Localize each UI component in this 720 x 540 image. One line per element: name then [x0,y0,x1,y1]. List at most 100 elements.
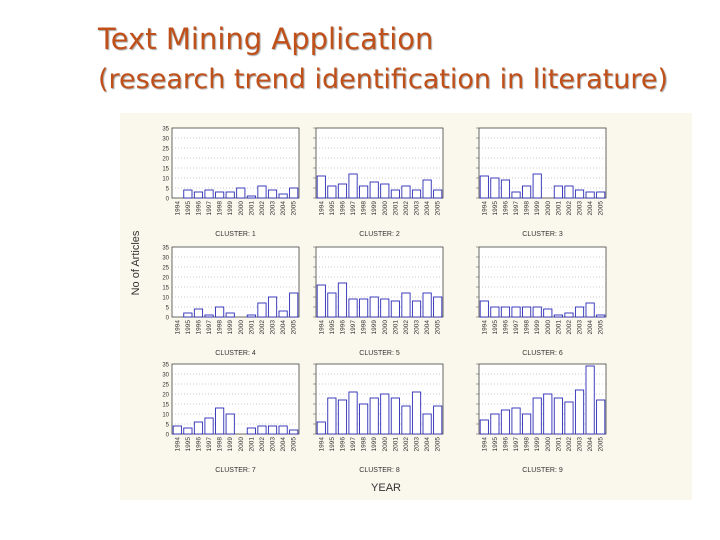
x-tick-label: 1996 [195,320,202,335]
bar-1999 [369,397,379,435]
y-tick-label: 35 [162,246,169,252]
x-tick-label: 1995 [185,437,192,452]
y-tick-label: 5 [166,423,170,429]
x-tick-label: 1995 [329,320,336,335]
y-axis-label: No of Articles [130,230,142,295]
bar-1994 [479,300,489,318]
x-tick-label: 2001 [555,320,562,335]
bar-1994 [172,425,182,435]
x-tick-label: 2003 [270,437,277,452]
bar-1999 [532,173,542,199]
y-tick-label: 0 [166,197,170,203]
bar-2004 [422,179,432,199]
bar-2005 [596,399,606,435]
y-tick-label: 10 [162,177,169,183]
x-tick-label: 2003 [577,437,584,452]
bar-1997 [204,314,214,318]
bar-1996 [193,191,204,199]
x-tick-label: 2000 [382,201,389,216]
y-tick-label: 20 [162,157,169,163]
bar-1997 [511,191,521,199]
x-tick-label: 2001 [392,320,399,335]
x-tick-label: 1999 [227,201,234,216]
cluster-panel-9: 1994 1995 1996 1997 1998 1999 2000 2001 2002 2003… [476,363,607,474]
bar-2000 [380,183,390,199]
bar-1996 [337,399,348,435]
bar-1996 [337,183,348,199]
x-tick-label: 1996 [339,320,346,335]
bar-1997 [511,407,521,435]
y-tick-label: 5 [166,187,170,193]
bar-2005 [596,314,606,318]
bar-1996 [500,306,511,318]
bar-1998 [215,407,225,435]
x-tick-label: 1998 [524,437,531,452]
panel-frame [478,246,607,318]
x-tick-label: 2005 [598,201,605,216]
bar-1999 [225,312,235,318]
bar-2004 [585,365,595,435]
x-tick-label: 2000 [545,320,552,335]
x-tick-label: 2000 [382,437,389,452]
y-tick-label: 25 [162,383,169,389]
y-tick-label: 25 [162,147,169,153]
bar-1997 [348,173,358,199]
panel-frame [478,363,607,435]
x-tick-label: 2000 [238,320,245,335]
bar-2002 [401,405,411,435]
x-tick-label: 1994 [318,201,325,216]
y-tick-label: 5 [166,306,170,312]
bar-2000 [543,393,553,435]
x-tick-label: 2002 [259,201,266,216]
bar-2005 [289,292,299,318]
bar-1998 [522,306,532,318]
bar-1996 [500,409,511,435]
x-tick-label: 1998 [524,201,531,216]
x-tick-label: 2005 [598,320,605,335]
bar-2003 [411,391,422,435]
panel-frame [478,127,607,199]
x-tick-label: 1995 [185,201,192,216]
bar-1995 [327,397,337,435]
x-tick-label: 2001 [248,201,255,216]
bar-1996 [193,421,204,435]
bar-2004 [278,193,288,199]
bar-2001 [246,195,256,199]
x-tick-label: 2002 [403,437,410,452]
bar-2001 [553,397,563,435]
x-tick-label: 2004 [424,201,431,216]
x-tick-label: 2003 [577,320,584,335]
panel-frame [171,127,300,199]
x-tick-label: 2001 [555,201,562,216]
x-tick-label: 2003 [414,320,421,335]
x-tick-label: 1994 [318,437,325,452]
x-tick-label: 2002 [403,320,410,335]
cluster-caption: CLUSTER: 7 [215,467,256,474]
bar-1999 [369,181,379,199]
bar-1995 [183,427,193,435]
bar-1999 [225,413,235,435]
x-tick-label: 2005 [291,437,298,452]
bar-2002 [564,185,574,199]
x-tick-label: 1997 [350,201,357,216]
cluster-panel-3: 1994 1995 1996 1997 1998 1999 2000 2001 2002 2003… [476,127,607,238]
bar-1996 [500,179,511,199]
x-tick-label: 1994 [174,437,181,452]
x-tick-label: 2004 [587,437,594,452]
bar-1997 [204,189,214,199]
bar-2002 [564,401,574,435]
x-tick-label: 2005 [291,320,298,335]
x-tick-label: 1997 [513,201,520,216]
bar-2005 [433,296,443,318]
x-tick-label: 1998 [524,320,531,335]
x-tick-label: 1996 [195,201,202,216]
bar-2001 [553,185,563,199]
x-axis-label: YEAR [371,482,401,494]
y-tick-label: 20 [162,393,169,399]
cluster-caption: CLUSTER: 4 [215,350,256,357]
bar-1996 [337,282,348,318]
bar-2001 [390,300,400,318]
x-tick-label: 1995 [492,320,499,335]
bar-2001 [553,314,563,318]
y-tick-label: 20 [162,276,169,282]
